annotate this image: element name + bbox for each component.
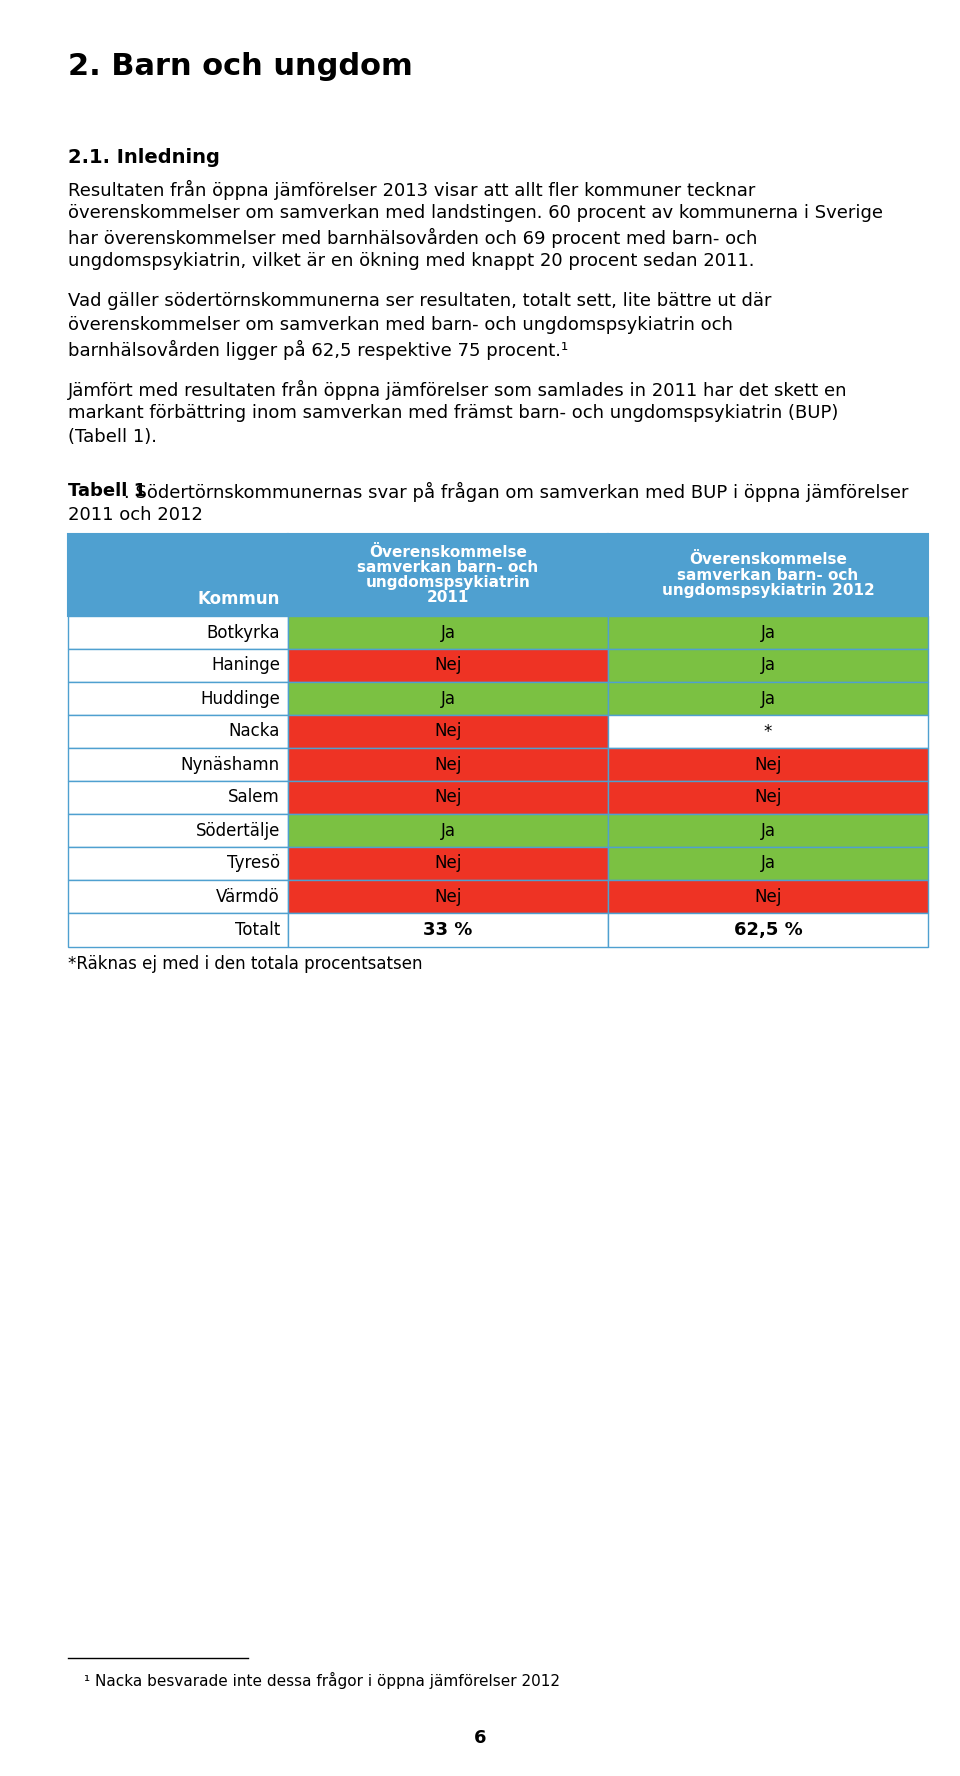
Text: 33 %: 33 % [423,922,472,940]
Text: Jämfört med resultaten från öppna jämförelser som samlades in 2011 har det skett: Jämfört med resultaten från öppna jämför… [68,380,848,400]
Bar [288,648,608,682]
Text: Ja: Ja [441,623,455,641]
Bar [68,535,288,616]
Text: Huddinge: Huddinge [200,689,280,707]
Text: Haninge: Haninge [211,657,280,675]
Text: barnhälsovården ligger på 62,5 respektive 75 procent.¹: barnhälsovården ligger på 62,5 respektiv… [68,339,568,361]
Bar [288,847,608,879]
Text: . Södertörnskommunernas svar på frågan om samverkan med BUP i öppna jämförelser: . Södertörnskommunernas svar på frågan o… [124,481,908,503]
Text: 2011: 2011 [427,590,469,606]
Text: samverkan barn- och: samverkan barn- och [678,568,858,583]
Text: Nej: Nej [755,755,781,774]
Text: Ja: Ja [760,822,776,840]
Bar [288,748,608,781]
Bar [608,813,928,847]
Text: Salem: Salem [228,789,280,806]
Text: Värmdö: Värmdö [216,888,280,906]
Text: Ja: Ja [760,623,776,641]
Text: Ja: Ja [760,689,776,707]
Text: överenskommelser om samverkan med barn- och ungdomspsykiatrin och: överenskommelser om samverkan med barn- … [68,316,732,334]
Text: Överenskommelse: Överenskommelse [689,552,847,568]
Bar [288,813,608,847]
Text: 6: 6 [473,1730,487,1748]
Bar [288,913,608,947]
Bar [68,616,288,648]
Bar [608,781,928,813]
Text: har överenskommelser med barnhälsovården och 69 procent med barn- och: har överenskommelser med barnhälsovården… [68,227,757,249]
Text: samverkan barn- och: samverkan barn- och [357,559,539,575]
Text: överenskommelser om samverkan med landstingen. 60 procent av kommunerna i Sverig: överenskommelser om samverkan med landst… [68,204,883,222]
Bar [608,879,928,913]
Bar [288,682,608,716]
Text: (Tabell 1).: (Tabell 1). [68,428,157,446]
Text: Nej: Nej [434,723,462,741]
Text: *Räknas ej med i den totala procentsatsen: *Räknas ej med i den totala procentsatse… [68,955,422,973]
Text: *: * [764,723,772,741]
Text: Ja: Ja [760,854,776,872]
Text: Nej: Nej [434,657,462,675]
Bar [608,716,928,748]
Bar [68,847,288,879]
Text: Nej: Nej [755,789,781,806]
Bar [288,879,608,913]
Text: ungdomspsykiatrin 2012: ungdomspsykiatrin 2012 [661,583,875,597]
Bar [288,716,608,748]
Bar [608,748,928,781]
Text: Resultaten från öppna jämförelser 2013 visar att allt fler kommuner tecknar: Resultaten från öppna jämförelser 2013 v… [68,179,756,201]
Text: ungdomspsykiatrin: ungdomspsykiatrin [366,575,531,590]
Text: Ja: Ja [441,822,455,840]
Bar [68,913,288,947]
Bar [608,847,928,879]
Text: Nej: Nej [434,755,462,774]
Text: Överenskommelse: Överenskommelse [369,545,527,559]
Bar [68,748,288,781]
Text: Nej: Nej [434,789,462,806]
Text: Tyresö: Tyresö [227,854,280,872]
Text: ungdomspsykiatrin, vilket är en ökning med knappt 20 procent sedan 2011.: ungdomspsykiatrin, vilket är en ökning m… [68,252,755,270]
Text: Nacka: Nacka [228,723,280,741]
Text: Nej: Nej [434,888,462,906]
Text: Ja: Ja [760,657,776,675]
Text: Vad gäller södertörnskommunerna ser resultaten, totalt sett, lite bättre ut där: Vad gäller södertörnskommunerna ser resu… [68,291,772,311]
Text: ¹ Nacka besvarade inte dessa frågor i öppna jämförelser 2012: ¹ Nacka besvarade inte dessa frågor i öp… [84,1671,560,1689]
Bar [68,781,288,813]
Bar [68,648,288,682]
Text: 2.1. Inledning: 2.1. Inledning [68,147,220,167]
Bar [288,781,608,813]
Text: Kommun: Kommun [198,590,280,607]
Bar [608,648,928,682]
Text: Botkyrka: Botkyrka [206,623,280,641]
Bar [608,682,928,716]
Bar [608,535,928,616]
Bar [68,879,288,913]
Text: Nynäshamn: Nynäshamn [180,755,280,774]
Text: markant förbättring inom samverkan med främst barn- och ungdomspsykiatrin (BUP): markant förbättring inom samverkan med f… [68,403,838,423]
Bar [608,616,928,648]
Text: Ja: Ja [441,689,455,707]
Text: 2011 och 2012: 2011 och 2012 [68,506,203,524]
Bar [68,813,288,847]
Text: Nej: Nej [434,854,462,872]
Bar [68,682,288,716]
Bar [288,616,608,648]
Text: Tabell 1: Tabell 1 [68,481,146,501]
Bar [68,716,288,748]
Text: Nej: Nej [755,888,781,906]
Text: 62,5 %: 62,5 % [733,922,803,940]
Bar [608,913,928,947]
Text: 2. Barn och ungdom: 2. Barn och ungdom [68,52,413,82]
Text: Södertälje: Södertälje [196,822,280,840]
Text: Totalt: Totalt [235,922,280,940]
Bar [288,535,608,616]
